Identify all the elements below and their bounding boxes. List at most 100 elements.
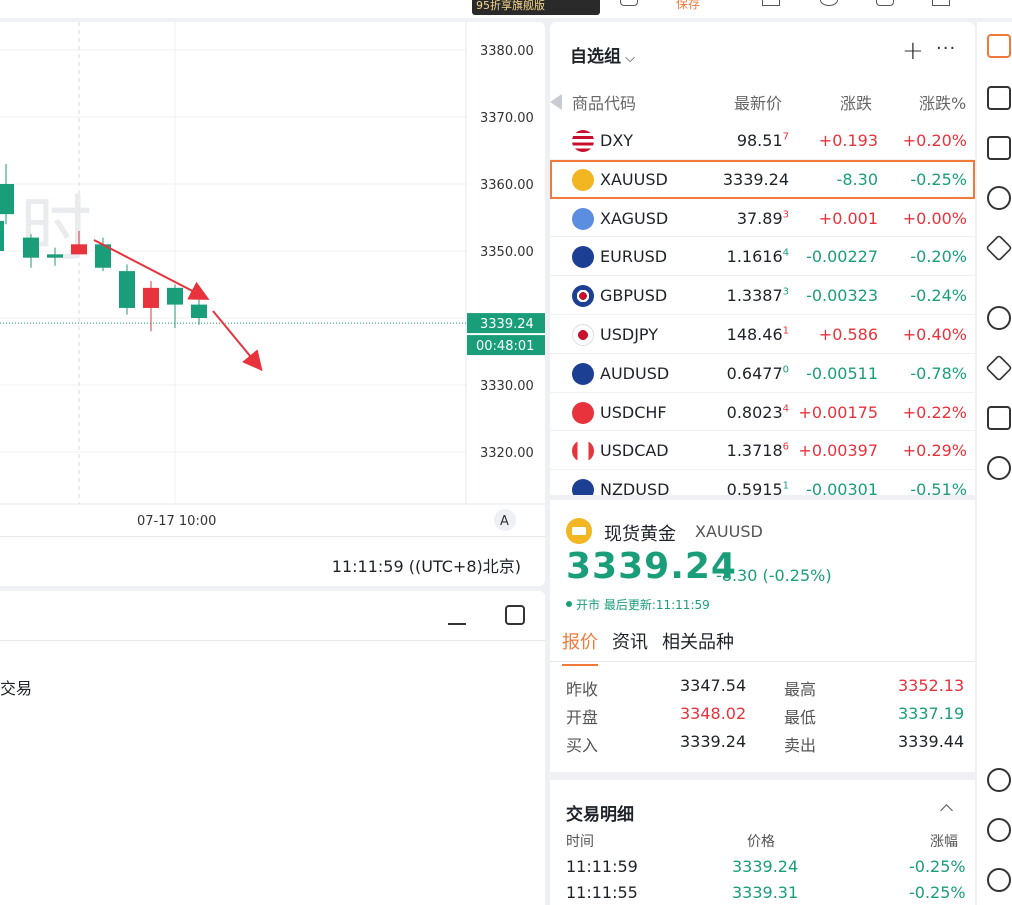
current-price-tag bbox=[467, 313, 545, 334]
price-tick-label: 3360.00 bbox=[480, 178, 534, 193]
row-price: 1.37186 bbox=[726, 441, 789, 461]
row-symbol: AUDUSD bbox=[600, 363, 670, 383]
candle-body bbox=[47, 254, 63, 258]
candle-body bbox=[143, 287, 159, 308]
row-price: 148.461 bbox=[726, 324, 789, 344]
target-icon[interactable] bbox=[987, 306, 1011, 330]
chart-panel[interactable]: 时 3380.00 3370.00 3360.00 3350.00 3330.00 3320… bbox=[0, 22, 545, 586]
add-icon[interactable]: + bbox=[902, 36, 924, 66]
collapse-icon[interactable] bbox=[940, 804, 953, 817]
clock-timezone[interactable]: 11:11:59 ((UTC+8)北京) bbox=[331, 557, 521, 576]
watchlist-row[interactable]: USDCAD 1.37186 +0.00397 +0.29% bbox=[550, 431, 975, 471]
trades-title: 交易明细 bbox=[566, 805, 634, 825]
header-symbol[interactable]: 商品代码 bbox=[572, 94, 637, 113]
row-pct: +0.22% bbox=[902, 402, 967, 422]
trade-time: 11:11:55 bbox=[566, 883, 638, 902]
candle-body bbox=[95, 244, 111, 268]
flag-icon bbox=[572, 285, 594, 308]
price-change: -8.30 (-0.25%) bbox=[716, 566, 832, 585]
search-icon[interactable] bbox=[820, 0, 838, 6]
price-tick-label: 3380.00 bbox=[480, 44, 534, 59]
more-icon[interactable]: ··· bbox=[936, 38, 957, 59]
row-symbol: USDCHF bbox=[600, 402, 667, 422]
table-icon[interactable] bbox=[987, 406, 1011, 430]
headset-icon[interactable] bbox=[987, 818, 1011, 842]
network-icon[interactable] bbox=[987, 456, 1011, 480]
help-icon[interactable] bbox=[987, 868, 1011, 892]
watchlist-row[interactable]: USDCHF 0.80234 +0.00175 +0.22% bbox=[550, 393, 975, 432]
tab-quote[interactable]: 报价 bbox=[562, 628, 598, 666]
bell-icon[interactable] bbox=[987, 186, 1011, 210]
candle-body bbox=[0, 184, 14, 215]
candlestick-chart[interactable]: 时3380.003370.003360.003350.003330.003320… bbox=[0, 22, 545, 536]
cube-icon[interactable] bbox=[985, 354, 1012, 382]
flag-icon bbox=[572, 323, 594, 346]
current-price-label: 3339.24 bbox=[480, 317, 534, 332]
watchlist-row[interactable]: EURUSD 1.16164 -0.00227 -0.20% bbox=[550, 237, 975, 277]
row-price: 0.80234 bbox=[726, 402, 789, 422]
row-change: +0.00397 bbox=[798, 441, 878, 461]
row-price: 0.59151 bbox=[726, 480, 789, 495]
toolbar-icon[interactable] bbox=[620, 0, 638, 6]
divider bbox=[550, 772, 975, 780]
row-symbol: USDCAD bbox=[600, 441, 669, 461]
watchlist-row[interactable]: XAUUSD 3339.24 -8.30 -0.25% bbox=[550, 159, 975, 199]
quote-value: 3347.54 bbox=[680, 676, 747, 695]
watchlist-row[interactable]: XAGUSD 37.893 +0.001 +0.00% bbox=[550, 199, 975, 238]
watchlist-rows: DXY 98.517 +0.193 +0.20% XAUUSD 3339.24 -8.30 -… bbox=[550, 121, 975, 495]
trades-header-time: 时间 bbox=[566, 834, 594, 850]
row-change: -0.00227 bbox=[806, 247, 878, 267]
calendar-icon[interactable] bbox=[987, 136, 1011, 160]
tab-news[interactable]: 资讯 bbox=[612, 632, 648, 653]
row-change: -0.00323 bbox=[806, 286, 878, 306]
header-pct[interactable]: 涨跌% bbox=[919, 94, 967, 113]
document-icon[interactable] bbox=[987, 86, 1011, 110]
detail-tabs: 报价 资讯 相关品种 bbox=[550, 626, 975, 666]
header-price[interactable]: 最新价 bbox=[734, 94, 783, 113]
watchlist-row[interactable]: NZDUSD 0.59151 -0.00301 -0.51% bbox=[550, 470, 975, 495]
current-price: 3339.24 bbox=[566, 546, 737, 587]
maximize-icon[interactable] bbox=[505, 605, 525, 625]
row-price: 98.517 bbox=[736, 131, 789, 150]
row-symbol: NZDUSD bbox=[600, 480, 670, 495]
trades-header-pct: 涨幅 bbox=[930, 834, 958, 850]
layers-icon[interactable] bbox=[985, 234, 1012, 262]
minimize-icon[interactable] bbox=[448, 623, 466, 625]
row-pct: -0.20% bbox=[910, 247, 967, 267]
row-change: +0.586 bbox=[818, 324, 878, 344]
trade-label: 交易 bbox=[0, 679, 33, 698]
countdown-label: 00:48:01 bbox=[476, 339, 534, 354]
redo-icon[interactable] bbox=[762, 0, 780, 6]
auto-scale-label: A bbox=[500, 514, 509, 529]
symbol-code: XAUUSD bbox=[695, 522, 763, 541]
quote-label: 昨收 bbox=[566, 680, 599, 699]
price-tick-label: 3370.00 bbox=[480, 111, 534, 126]
camera-icon[interactable] bbox=[876, 0, 894, 6]
row-pct: +0.20% bbox=[902, 131, 967, 150]
promo-banner[interactable]: 95折享旗舰版 bbox=[472, 0, 600, 15]
watchlist-title[interactable]: 自选组 ⌵ bbox=[570, 47, 635, 67]
row-pct: +0.00% bbox=[902, 208, 967, 228]
chevron-down-icon: ⌵ bbox=[621, 51, 635, 66]
fullscreen-icon[interactable] bbox=[932, 0, 950, 6]
price-tick-label: 3330.00 bbox=[480, 379, 534, 394]
trades-header-price: 价格 bbox=[747, 834, 775, 850]
gold-bar-icon bbox=[566, 518, 592, 544]
flag-icon bbox=[572, 479, 594, 495]
quote-value: 3337.19 bbox=[898, 704, 965, 723]
candle-body bbox=[23, 237, 39, 258]
collapse-triangle-icon[interactable] bbox=[550, 94, 562, 110]
tab-related[interactable]: 相关品种 bbox=[662, 632, 734, 653]
save-button[interactable]: 保存 bbox=[676, 0, 701, 11]
watchlist-row[interactable]: AUDUSD 0.64770 -0.00511 -0.78% bbox=[550, 354, 975, 393]
handshake-icon[interactable] bbox=[987, 768, 1011, 792]
watchlist-row[interactable]: USDJPY 148.461 +0.586 +0.40% bbox=[550, 315, 975, 354]
row-symbol: DXY bbox=[600, 131, 634, 150]
auto-scale-button[interactable] bbox=[494, 509, 516, 531]
watchlist-row[interactable]: GBPUSD 1.33873 -0.00323 -0.24% bbox=[550, 276, 975, 315]
watchlist-star-icon[interactable] bbox=[987, 34, 1011, 58]
row-price: 37.893 bbox=[736, 208, 789, 228]
header-change[interactable]: 涨跌 bbox=[840, 94, 873, 113]
candle-body bbox=[191, 304, 207, 318]
watchlist-row[interactable]: DXY 98.517 +0.193 +0.20% bbox=[550, 121, 975, 160]
